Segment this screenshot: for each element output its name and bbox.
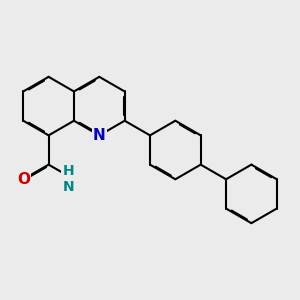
Text: H
N: H N: [62, 164, 74, 194]
Text: O: O: [17, 172, 30, 187]
Text: N: N: [93, 128, 106, 143]
